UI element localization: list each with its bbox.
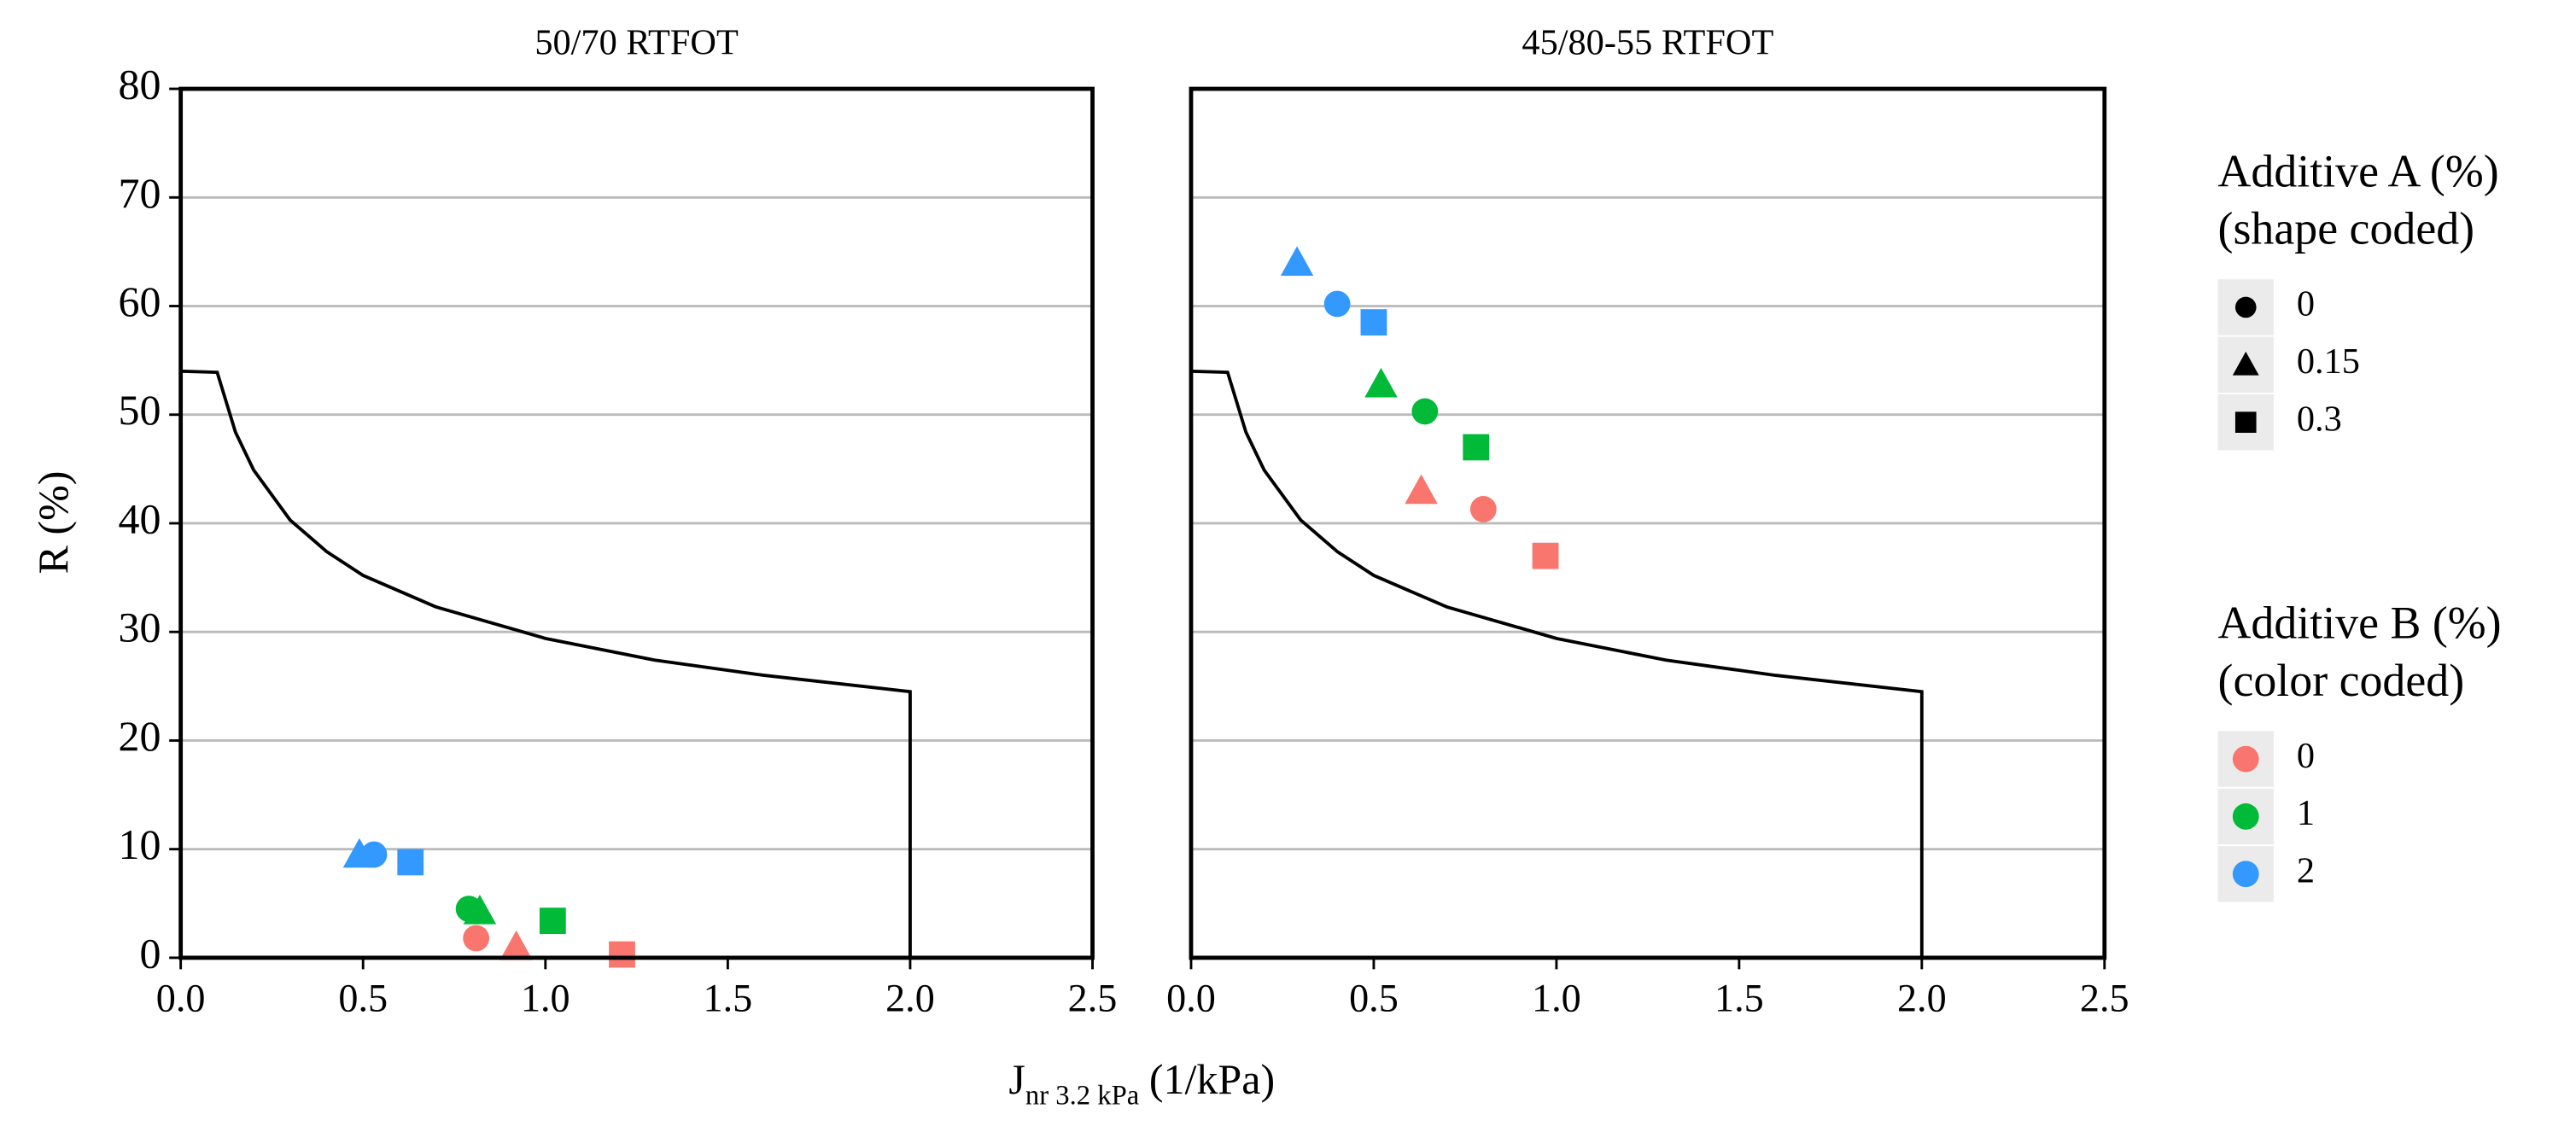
x-tick-label: 2.0 <box>1897 976 1947 1019</box>
x-axis-label: Jnr 3.2 kPa (1/kPa) <box>1008 1056 1275 1111</box>
point <box>1280 246 1314 277</box>
y-tick-label: 20 <box>119 712 161 760</box>
legend-label: 0.3 <box>2297 399 2342 439</box>
y-tick-label: 50 <box>119 386 161 434</box>
legend-marker <box>2234 296 2257 318</box>
x-tick-label: 1.5 <box>1714 976 1764 1019</box>
y-tick-label: 10 <box>119 820 161 868</box>
x-tick-label: 1.0 <box>521 976 570 1019</box>
x-tick-label: 2.0 <box>885 976 935 1019</box>
x-label-main: J <box>1008 1056 1025 1104</box>
legend-marker <box>2234 411 2257 433</box>
x-tick-label: 2.5 <box>2080 976 2129 1019</box>
y-tick-label: 40 <box>119 494 161 542</box>
point <box>1532 542 1559 569</box>
x-tick-label: 2.5 <box>1068 976 1118 1019</box>
y-tick-label: 30 <box>119 604 161 651</box>
panel-title: 50/70 RTFOT <box>534 23 739 63</box>
x-label-sub: nr 3.2 kPa <box>1025 1080 1140 1111</box>
x-tick-label: 0.5 <box>338 976 388 1019</box>
y-tick-label: 80 <box>119 61 161 108</box>
y-tick-label: 0 <box>140 929 161 977</box>
limit-curve <box>180 369 912 958</box>
legend-label: 0 <box>2297 284 2315 324</box>
point <box>1463 434 1490 461</box>
legend-marker <box>2232 803 2259 830</box>
y-tick-label: 60 <box>119 277 161 325</box>
plot-frame <box>1189 86 2107 960</box>
point <box>539 907 566 935</box>
legend-marker <box>2232 351 2259 376</box>
legend-title: (shape coded) <box>2218 203 2475 254</box>
legend-title: Additive A (%) <box>2218 145 2499 196</box>
point <box>463 925 490 952</box>
plot-frame <box>178 86 1095 960</box>
panel-title: 45/80-55 RTFOT <box>1522 23 1773 63</box>
x-label-unit: (1/kPa) <box>1149 1056 1275 1104</box>
point <box>499 930 533 960</box>
point <box>463 894 497 925</box>
legend-marker <box>2232 745 2259 773</box>
x-tick-label: 0.5 <box>1349 976 1399 1019</box>
point <box>1360 309 1387 336</box>
point <box>1364 367 1398 398</box>
legend-label: 1 <box>2297 793 2315 833</box>
x-tick-label: 1.5 <box>704 976 753 1019</box>
y-axis-label: R (%) <box>29 471 77 575</box>
legend-label: 0 <box>2297 736 2315 776</box>
point <box>1323 290 1351 318</box>
legend-title: (color coded) <box>2218 655 2465 706</box>
x-tick-label: 1.0 <box>1532 976 1581 1019</box>
legend-title: Additive B (%) <box>2218 598 2502 649</box>
x-tick-label: 0.0 <box>1166 976 1216 1019</box>
y-tick-label: 70 <box>119 169 161 217</box>
point <box>1469 496 1497 522</box>
point <box>1411 398 1439 425</box>
point <box>397 849 424 876</box>
limit-curve <box>1190 369 1924 958</box>
point <box>360 841 388 868</box>
legend-label: 2 <box>2297 850 2315 890</box>
point <box>1405 474 1438 505</box>
legend-marker <box>2232 861 2259 888</box>
point <box>609 941 635 968</box>
x-tick-label: 0.0 <box>156 976 206 1019</box>
legend-label: 0.15 <box>2297 341 2360 382</box>
